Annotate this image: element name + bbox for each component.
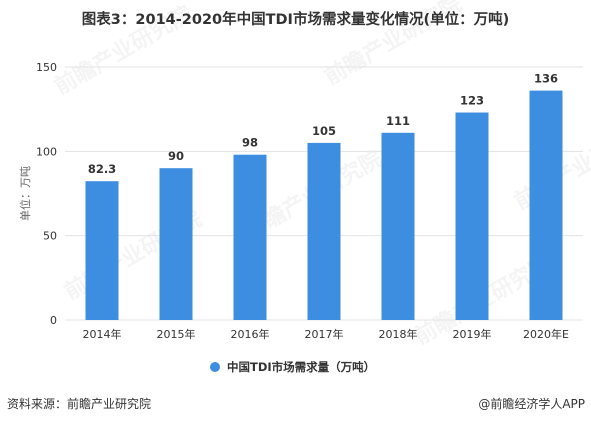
bar [233,154,267,320]
bars [85,90,563,320]
x-axis-ticks: 2014年 2015年 2016年 2017年 2018年 2019年 2020年E [83,327,570,341]
y-tick-label: 50 [43,230,57,243]
data-label: 105 [312,124,336,138]
x-tick-label: 2019年 [453,327,492,341]
source-note: 资料来源：前瞻产业研究院 [7,397,152,411]
x-tick-label: 2020年E [523,327,569,341]
legend-label: 中国TDI市场需求量（万吨） [227,360,375,374]
x-tick-label: 2014年 [83,327,122,341]
y-axis-label: 单位：万吨 [18,166,32,221]
bar [529,90,563,320]
bar [85,181,119,320]
chart-title: 图表3：2014-2020年中国TDI市场需求量变化情况(单位：万吨) [81,12,510,28]
bar [307,142,341,320]
x-tick-label: 2018年 [379,327,418,341]
y-axis-ticks: 0 50 100 150 [36,61,57,327]
data-label: 111 [386,114,410,128]
legend-marker [210,362,220,372]
watermark-text: 前瞻产业研究院 [320,0,466,90]
data-label: 98 [242,136,258,150]
legend: 中国TDI市场需求量（万吨） [210,360,375,374]
data-labels: 82.3 90 98 105 111 123 136 [88,72,558,177]
watermark-text: 前瞻产业研究院 [50,1,196,101]
bar [381,132,415,320]
bar [159,168,193,320]
data-label: 90 [168,149,184,163]
bar [455,112,489,320]
x-tick-label: 2016年 [231,327,270,341]
x-tick-label: 2017年 [305,327,344,341]
y-tick-label: 0 [50,314,57,327]
data-label: 123 [460,94,484,108]
y-tick-label: 100 [36,145,57,158]
data-label: 82.3 [88,162,116,176]
x-tick-label: 2015年 [157,327,196,341]
data-label: 136 [534,72,558,86]
y-tick-label: 150 [36,61,57,74]
credit-note: @前瞻经济学人APP [478,397,585,411]
